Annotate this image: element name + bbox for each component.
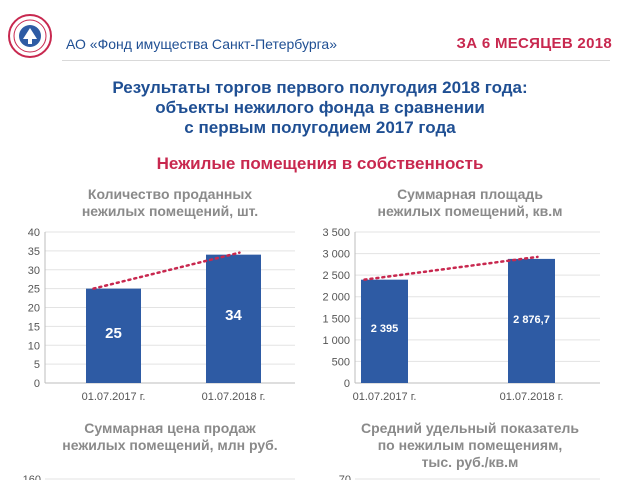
chart-4-ytick-0: 70	[339, 474, 351, 480]
chart-1-value-label-1: 25	[105, 325, 122, 342]
section-subtitle: Нежилые помещения в собственность	[156, 154, 484, 173]
chart-3-title-line-1: Суммарная цена продаж	[84, 420, 256, 436]
chart-2-category-label-2: 01.07.2018 г.	[500, 391, 564, 403]
chart-1-ytick-7: 35	[28, 246, 40, 258]
header-divider	[62, 60, 610, 61]
report-period: ЗА 6 МЕСЯЦЕВ 2018	[456, 35, 612, 52]
page-title: Результаты торгов первого полугодия 2018…	[0, 78, 640, 138]
chart-2-value-label-1: 2 395	[371, 323, 399, 335]
header: АО «Фонд имущества Санкт-Петербурга» ЗА …	[0, 0, 640, 72]
chart-1-ytick-5: 25	[28, 284, 40, 296]
chart-2-ytick-7: 3 500	[322, 227, 350, 239]
chart-1-ytick-0: 0	[34, 378, 40, 390]
chart-2-title: Суммарная площадь нежилых помещений, кв.…	[300, 186, 640, 220]
chart-1-title-line-1: Количество проданных	[87, 186, 253, 202]
chart-4-title-line-3: тыс. руб./кв.м	[421, 454, 519, 470]
chart-2-ytick-2: 1 000	[322, 335, 350, 347]
fund-logo-icon	[8, 14, 52, 58]
chart-2-ytick-4: 2 000	[322, 292, 350, 304]
chart-3-title-line-2: нежилых помещений, млн руб.	[62, 437, 278, 453]
chart-2-ytick-6: 3 000	[322, 249, 350, 261]
chart-2-ytick-0: 0	[344, 378, 350, 390]
chart-4-title-line-1: Средний удельный показатель	[360, 420, 580, 436]
chart-1-bar-1	[86, 288, 141, 383]
chart-2-title-line-2: нежилых помещений, кв.м	[377, 203, 563, 219]
chart-2-trendline	[363, 255, 539, 281]
chart-1-category-label-2: 01.07.2018 г.	[202, 391, 266, 403]
chart-1-title-line-2: нежилых помещений, шт.	[81, 203, 259, 219]
chart-2-ytick-5: 2 500	[322, 270, 350, 282]
chart-1-ytick-2: 10	[28, 340, 40, 352]
chart-1-ytick-6: 30	[28, 265, 40, 277]
chart-3-title: Суммарная цена продаж нежилых помещений,…	[0, 420, 340, 454]
chart-1-title: Количество проданных нежилых помещений, …	[0, 186, 340, 220]
chart-2-bar-2	[508, 258, 555, 383]
chart-2-value-label-2: 2 876,7	[513, 314, 550, 326]
chart-3-ytick-0: 160	[23, 474, 41, 480]
title-line-1: Результаты торгов первого полугодия 2018…	[112, 78, 528, 97]
chart-2-bar-1	[361, 279, 408, 383]
chart-1-trendline	[92, 251, 241, 290]
chart-1-value-label-2: 34	[225, 307, 242, 324]
chart-1-category-label-1: 01.07.2017 г.	[82, 391, 146, 403]
chart-2-title-line-1: Суммарная площадь	[397, 186, 543, 202]
chart-1-ytick-1: 5	[34, 359, 40, 371]
title-line-2: объекты нежилого фонда в сравнении	[155, 98, 485, 117]
org-name: АО «Фонд имущества Санкт-Петербурга»	[66, 36, 337, 52]
chart-2-category-label-1: 01.07.2017 г.	[353, 391, 417, 403]
chart-4-title: Средний удельный показатель по нежилым п…	[300, 420, 640, 471]
chart-4-title-line-2: по нежилым помещениям,	[377, 437, 563, 453]
chart-1-bar-2	[206, 254, 261, 383]
title-line-3: с первым полугодием 2017 года	[184, 118, 456, 137]
chart-1-ytick-8: 40	[28, 227, 40, 239]
chart-2-ytick-3: 1 500	[322, 313, 350, 325]
chart-1-ytick-4: 20	[28, 303, 40, 315]
chart-1-ytick-3: 15	[28, 321, 40, 333]
chart-2-ytick-1: 500	[332, 356, 350, 368]
